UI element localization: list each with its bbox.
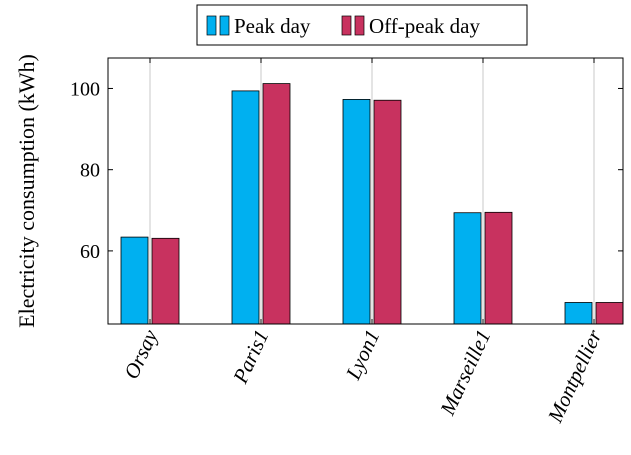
bars <box>120 83 624 325</box>
y-tick-label: 60 <box>80 241 100 263</box>
y-axis-label: Electricity consumption (kWh) <box>14 54 39 328</box>
bar-offpeak-orsay <box>151 237 180 325</box>
y-tick-label: 80 <box>80 160 100 182</box>
bar-peak-lyon1 <box>342 99 371 325</box>
plot-frame <box>107 57 624 325</box>
legend-swatch-a <box>341 15 352 36</box>
bar-offpeak-montpellier <box>595 302 624 325</box>
legend-label: Peak day <box>234 14 311 38</box>
legend-swatch-a <box>206 15 217 36</box>
bar-offpeak-marseille1 <box>484 211 513 325</box>
bar-peak-marseille1 <box>453 212 482 325</box>
plot-grid <box>149 58 595 324</box>
legend: Peak day Off-peak day <box>196 4 528 46</box>
x-tick-label: Lyon1 <box>340 326 384 384</box>
x-tick-label: Montpellier <box>542 325 606 427</box>
x-tick-label: Orsay <box>119 325 163 382</box>
y-tick-label: 100 <box>70 78 100 100</box>
y-axis: 60 80 100 <box>70 78 623 263</box>
legend-label: Off-peak day <box>369 14 480 38</box>
legend-swatch-b <box>354 15 365 36</box>
x-tick-label: Paris1 <box>228 326 274 388</box>
bar-peak-paris1 <box>231 90 260 325</box>
bar-offpeak-paris1 <box>262 83 291 325</box>
bar-peak-orsay <box>120 236 149 325</box>
bar-peak-montpellier <box>564 302 593 325</box>
bar-offpeak-lyon1 <box>373 99 402 325</box>
legend-swatch-b <box>219 15 230 36</box>
x-tick-label: Marseille1 <box>435 326 496 420</box>
